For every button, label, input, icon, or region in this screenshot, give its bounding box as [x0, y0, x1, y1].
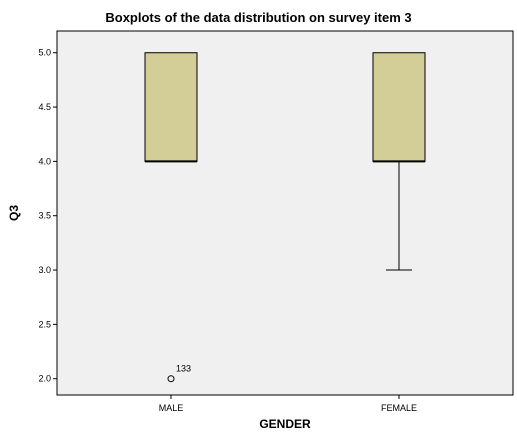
y-tick-label: 2.0	[38, 374, 51, 384]
x-axis: MALE FEMALE	[159, 395, 417, 413]
boxes-layer: 133	[144, 52, 426, 383]
y-tick-label: 3.0	[38, 265, 51, 275]
box-male: 133	[144, 52, 198, 383]
y-tick-label: 2.5	[38, 319, 51, 329]
plot-area	[56, 30, 514, 396]
box-iqr	[372, 52, 426, 162]
chart-title: Boxplots of the data distribution on sur…	[105, 10, 412, 25]
outlier-point	[167, 375, 175, 383]
y-tick-label: 3.5	[38, 211, 51, 221]
x-tick-label: MALE	[159, 403, 184, 413]
y-tick-label: 4.5	[38, 102, 51, 112]
box-iqr	[144, 52, 198, 162]
y-axis-title: Q3	[7, 205, 21, 221]
x-axis-title: GENDER	[259, 417, 311, 431]
x-tick-label: FEMALE	[381, 403, 417, 413]
y-axis: 2.0 2.5 3.0 3.5 4.0 4.5 5.0	[38, 48, 57, 384]
box-female	[372, 52, 426, 271]
y-tick-label: 4.0	[38, 156, 51, 166]
outlier-label: 133	[176, 364, 191, 374]
y-tick-label: 5.0	[38, 48, 51, 58]
